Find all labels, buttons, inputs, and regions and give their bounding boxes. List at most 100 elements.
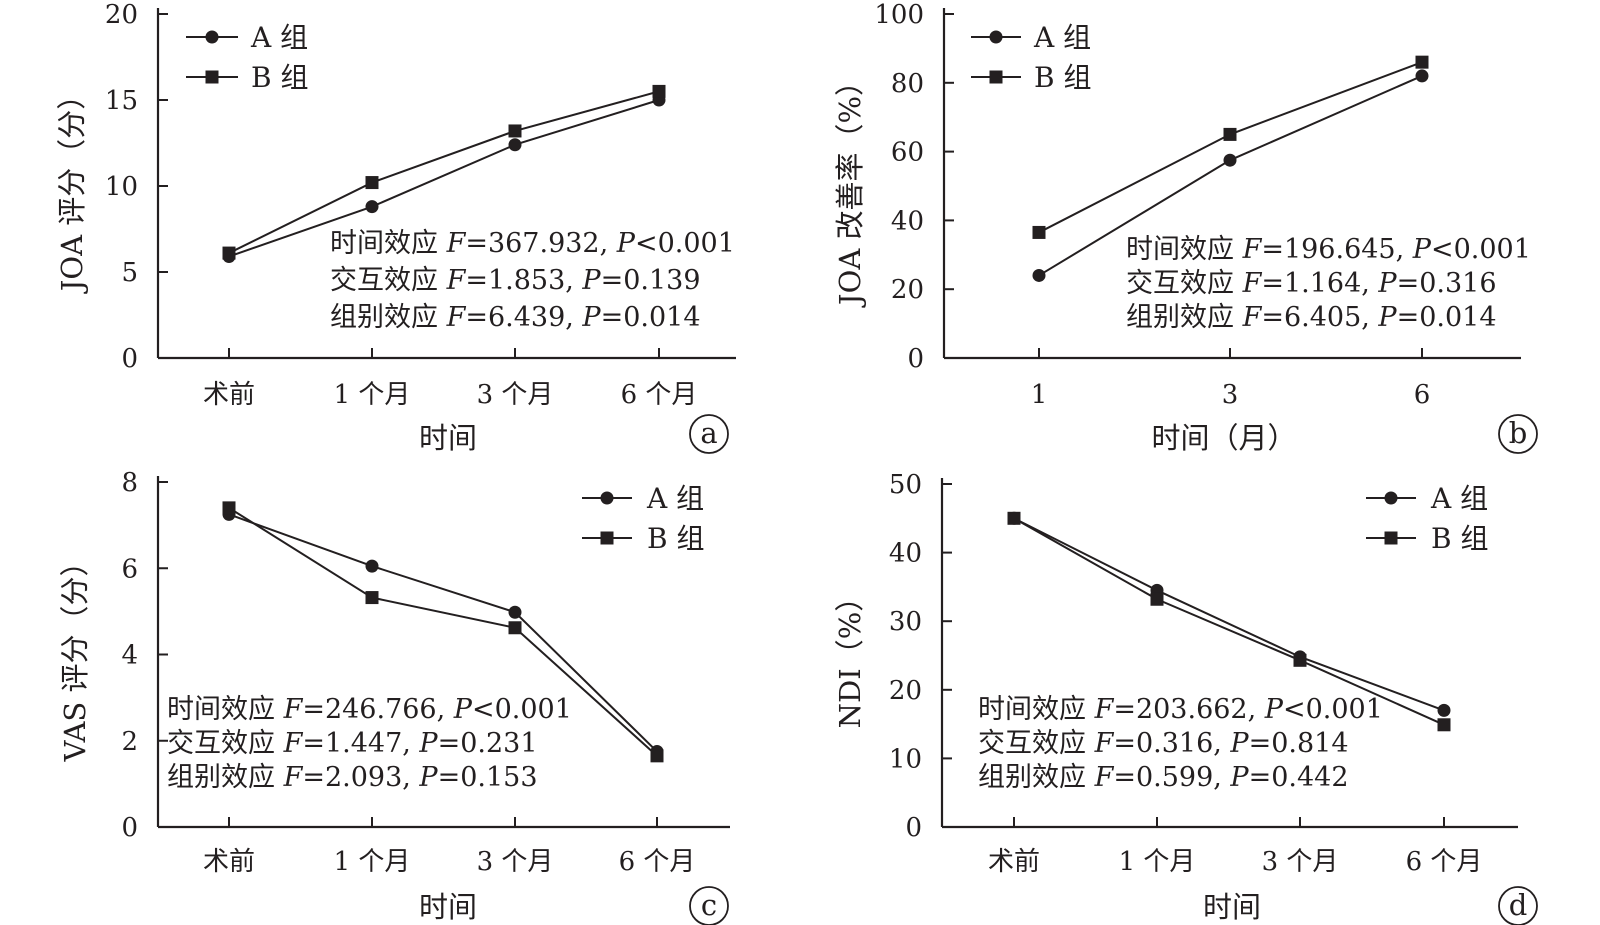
data-point-a <box>365 200 379 214</box>
stat-p-symbol: P <box>453 694 473 725</box>
stat-f-symbol: F <box>446 302 467 333</box>
legend-label: A 组 <box>1430 482 1488 515</box>
stat-p-symbol: P <box>1377 302 1397 333</box>
stat-annotation: 时间效应 F=196.645, P<0.001 <box>1126 234 1531 265</box>
stat-p-value: =0.014 <box>1397 302 1497 333</box>
y-axis-title: JOA 评分（分） <box>55 81 89 295</box>
x-tick-label: 术前 <box>988 847 1040 877</box>
x-axis-title: 时间 <box>419 890 477 924</box>
x-tick-label: 3 <box>1222 380 1239 410</box>
y-tick-label: 0 <box>121 813 138 843</box>
stat-p-value: <0.001 <box>472 694 572 725</box>
legend-label: B 组 <box>1431 522 1488 555</box>
stat-annotation: 交互效应 F=1.853, P=0.139 <box>330 265 701 296</box>
stat-label: 组别效应 <box>330 302 447 333</box>
legend-marker-square <box>205 70 219 84</box>
legend-label: B 组 <box>647 522 704 555</box>
y-tick-label: 10 <box>105 172 138 202</box>
data-point-b <box>1415 55 1429 69</box>
data-point-a <box>1415 69 1429 83</box>
data-point-b <box>650 749 664 763</box>
y-axis-title: VAS 评分（分） <box>58 547 92 762</box>
stat-f-value: =6.439, <box>465 302 582 333</box>
y-tick-label: 5 <box>121 258 138 288</box>
y-tick-label: 20 <box>105 0 138 30</box>
series-line-b <box>1013 517 1445 726</box>
data-point-b <box>365 591 379 605</box>
stat-annotation: 交互效应 F=1.447, P=0.231 <box>167 728 538 759</box>
legend-marker-square <box>600 531 614 545</box>
stat-f-value: =2.093, <box>302 762 419 793</box>
y-tick-label: 100 <box>874 0 924 30</box>
x-tick-label: 3 个月 <box>477 847 554 877</box>
y-tick-label: 0 <box>121 344 138 374</box>
data-point-b <box>1032 225 1046 239</box>
data-point-b <box>1007 511 1021 525</box>
stat-f-value: =0.599, <box>1113 762 1230 793</box>
stat-p-symbol: P <box>1229 728 1249 759</box>
stat-p-value: =0.231 <box>438 728 538 759</box>
stat-p-value: <0.001 <box>635 228 735 259</box>
y-tick-label: 10 <box>889 744 922 774</box>
stat-f-value: =6.405, <box>1261 302 1378 333</box>
y-tick-label: 4 <box>121 641 138 671</box>
stat-f-value: =203.662, <box>1113 694 1264 725</box>
stat-annotation: 时间效应 F=246.766, P<0.001 <box>167 694 572 725</box>
data-point-a <box>508 605 522 619</box>
data-point-a <box>508 138 522 152</box>
y-tick-label: 80 <box>891 69 924 99</box>
y-tick-label: 20 <box>889 676 922 706</box>
y-tick-label: 15 <box>105 86 138 116</box>
x-tick-label: 术前 <box>203 847 255 877</box>
stat-label: 交互效应 <box>1126 268 1243 299</box>
y-tick-label: 2 <box>121 727 138 757</box>
stat-label: 时间效应 <box>1126 234 1243 265</box>
series-line-b <box>228 507 658 757</box>
stat-f-symbol: F <box>283 762 304 793</box>
stat-f-symbol: F <box>446 265 467 296</box>
data-point-b <box>365 176 379 190</box>
y-tick-label: 6 <box>121 554 138 584</box>
stat-p-value: =0.153 <box>438 762 538 793</box>
data-point-a <box>1032 268 1046 282</box>
data-point-b <box>652 84 666 98</box>
panel-label-circle <box>1498 886 1538 925</box>
legend-label: B 组 <box>251 61 308 94</box>
stat-annotation: 交互效应 F=0.316, P=0.814 <box>978 728 1349 759</box>
panel-label: c <box>701 888 717 922</box>
stat-label: 组别效应 <box>1126 302 1243 333</box>
stat-f-symbol: F <box>1242 234 1263 265</box>
stat-p-symbol: P <box>1229 762 1249 793</box>
y-tick-label: 20 <box>891 275 924 305</box>
y-tick-label: 0 <box>905 813 922 843</box>
stat-p-value: =0.814 <box>1249 728 1349 759</box>
stat-f-value: =246.766, <box>302 694 453 725</box>
stat-f-symbol: F <box>1094 728 1115 759</box>
legend-marker-circle <box>205 30 219 44</box>
series-line-a <box>228 513 658 753</box>
data-point-b <box>1223 127 1237 141</box>
data-point-b <box>508 124 522 138</box>
stat-p-symbol: P <box>418 728 438 759</box>
y-tick-label: 60 <box>891 138 924 168</box>
stat-f-value: =0.316, <box>1113 728 1230 759</box>
stat-f-symbol: F <box>1094 762 1115 793</box>
panel-label: d <box>1509 888 1528 922</box>
data-point-b <box>1437 718 1451 732</box>
y-tick-label: 40 <box>891 206 924 236</box>
stat-f-symbol: F <box>1242 268 1263 299</box>
x-tick-label: 1 个月 <box>1119 847 1196 877</box>
stat-annotation: 组别效应 F=6.439, P=0.014 <box>330 302 701 333</box>
stat-f-value: =367.932, <box>465 228 616 259</box>
x-axis-title: 时间 <box>1203 890 1261 924</box>
x-tick-label: 3 个月 <box>477 380 554 410</box>
stat-label: 交互效应 <box>167 728 284 759</box>
x-tick-label: 术前 <box>203 380 255 410</box>
panel-label-circle <box>689 414 729 454</box>
series-line-a <box>1013 517 1445 712</box>
x-tick-label: 1 个月 <box>334 847 411 877</box>
stat-p-symbol: P <box>581 302 601 333</box>
stat-label: 交互效应 <box>330 265 447 296</box>
